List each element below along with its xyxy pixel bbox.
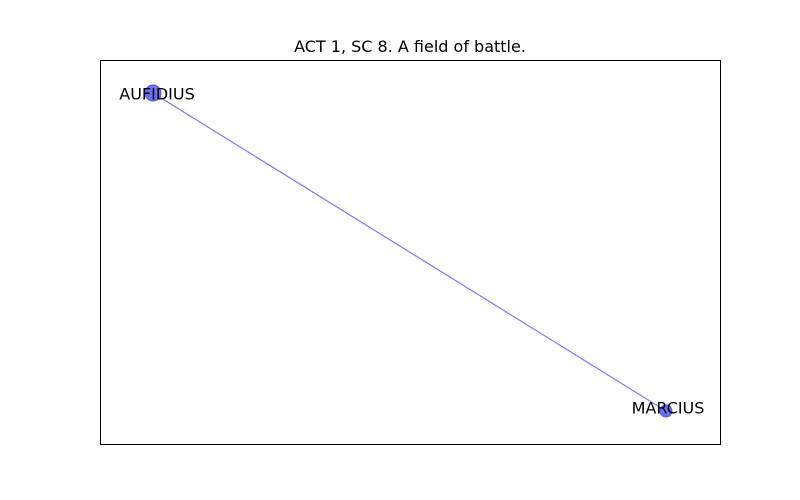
node-label-marcius: MARCIUS	[632, 399, 705, 418]
edge-aufidius-marcius	[152, 92, 667, 412]
node-label-aufidius: AUFIDIUS	[119, 85, 194, 104]
plot-frame	[100, 60, 721, 445]
plot-title: ACT 1, SC 8. A field of battle.	[294, 37, 526, 56]
node-marcius	[659, 404, 673, 418]
node-aufidius	[144, 84, 162, 102]
